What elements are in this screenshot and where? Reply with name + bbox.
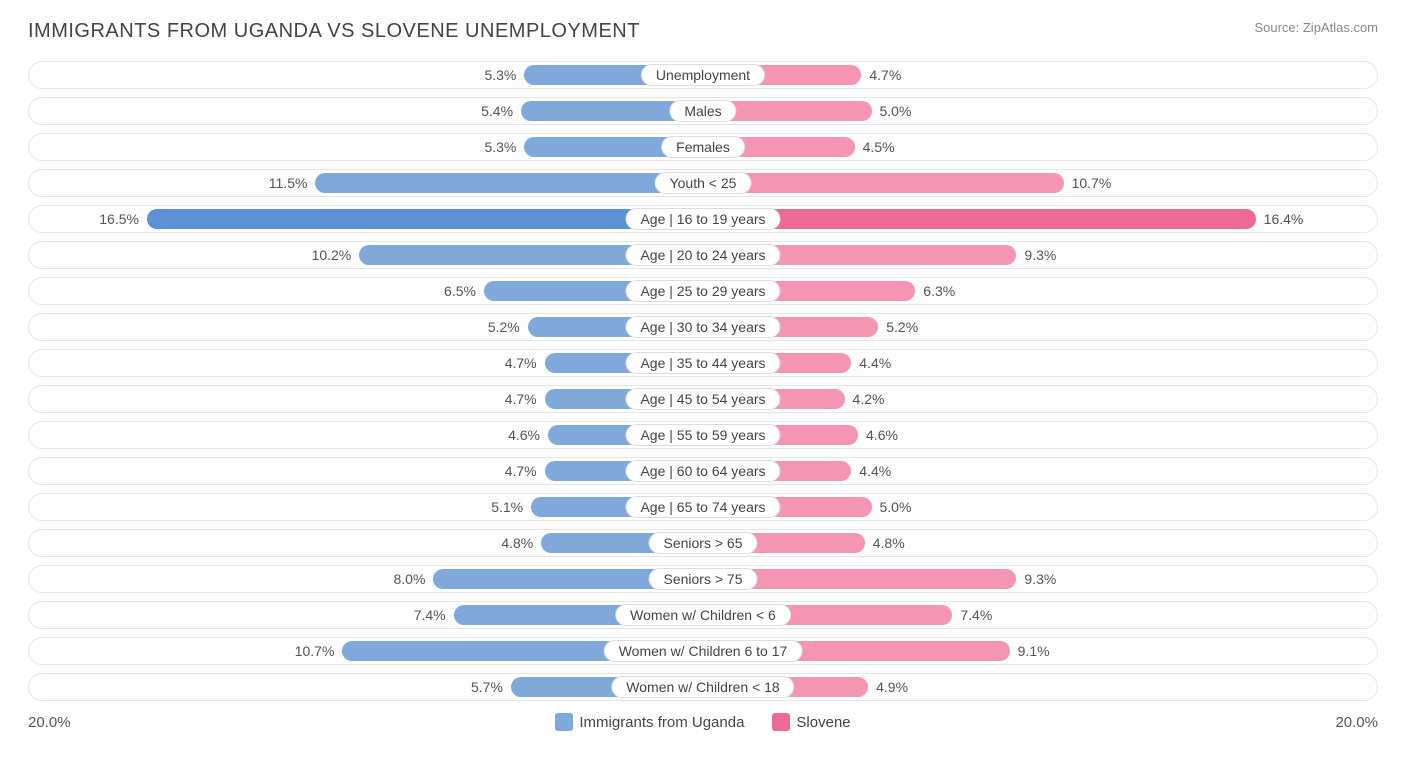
- category-label: Age | 55 to 59 years: [625, 424, 780, 446]
- category-label: Age | 35 to 44 years: [625, 352, 780, 374]
- value-left: 5.3%: [484, 67, 516, 83]
- chart-row: 16.5% 16.4% Age | 16 to 19 years: [28, 205, 1378, 233]
- value-right: 10.7%: [1072, 175, 1112, 191]
- category-label: Women w/ Children < 18: [611, 676, 794, 698]
- chart-row: 10.2% 9.3% Age | 20 to 24 years: [28, 241, 1378, 269]
- chart-row: 5.4% 5.0% Males: [28, 97, 1378, 125]
- chart-row: 5.3% 4.5% Females: [28, 133, 1378, 161]
- value-right: 4.7%: [869, 67, 901, 83]
- chart-row: 4.7% 4.2% Age | 45 to 54 years: [28, 385, 1378, 413]
- bar-left: [147, 209, 703, 229]
- chart-row: 4.7% 4.4% Age | 35 to 44 years: [28, 349, 1378, 377]
- legend-label-right: Slovene: [796, 714, 850, 731]
- chart-row: 10.7% 9.1% Women w/ Children 6 to 17: [28, 637, 1378, 665]
- category-label: Age | 65 to 74 years: [625, 496, 780, 518]
- chart-row: 7.4% 7.4% Women w/ Children < 6: [28, 601, 1378, 629]
- category-label: Age | 16 to 19 years: [625, 208, 780, 230]
- value-left: 5.4%: [481, 103, 513, 119]
- chart-row: 4.7% 4.4% Age | 60 to 64 years: [28, 457, 1378, 485]
- chart-row: 8.0% 9.3% Seniors > 75: [28, 565, 1378, 593]
- chart-row: 4.6% 4.6% Age | 55 to 59 years: [28, 421, 1378, 449]
- value-right: 5.0%: [880, 103, 912, 119]
- value-right: 4.4%: [859, 463, 891, 479]
- value-right: 16.4%: [1264, 211, 1304, 227]
- category-label: Seniors > 75: [649, 568, 758, 590]
- chart-row: 6.5% 6.3% Age | 25 to 29 years: [28, 277, 1378, 305]
- category-label: Unemployment: [641, 64, 765, 86]
- legend: Immigrants from Uganda Slovene: [555, 713, 850, 731]
- chart-row: 5.2% 5.2% Age | 30 to 34 years: [28, 313, 1378, 341]
- value-left: 4.7%: [505, 355, 537, 371]
- category-label: Age | 45 to 54 years: [625, 388, 780, 410]
- category-label: Males: [669, 100, 736, 122]
- bar-right: [703, 173, 1064, 193]
- value-left: 5.2%: [488, 319, 520, 335]
- value-right: 9.3%: [1024, 247, 1056, 263]
- value-right: 5.0%: [880, 499, 912, 515]
- value-left: 11.5%: [269, 175, 308, 191]
- value-right: 5.2%: [886, 319, 918, 335]
- value-left: 7.4%: [414, 607, 446, 623]
- value-left: 4.7%: [505, 463, 537, 479]
- value-right: 6.3%: [923, 283, 955, 299]
- value-left: 5.1%: [491, 499, 523, 515]
- value-left: 8.0%: [393, 571, 425, 587]
- value-right: 4.5%: [863, 139, 895, 155]
- category-label: Age | 25 to 29 years: [625, 280, 780, 302]
- chart-row: 5.3% 4.7% Unemployment: [28, 61, 1378, 89]
- value-right: 4.6%: [866, 427, 898, 443]
- value-left: 4.7%: [505, 391, 537, 407]
- value-left: 4.6%: [508, 427, 540, 443]
- value-left: 16.5%: [99, 211, 139, 227]
- value-right: 4.8%: [873, 535, 905, 551]
- value-left: 4.8%: [501, 535, 533, 551]
- legend-item-right: Slovene: [772, 713, 850, 731]
- chart-row: 5.7% 4.9% Women w/ Children < 18: [28, 673, 1378, 701]
- category-label: Age | 20 to 24 years: [625, 244, 780, 266]
- legend-item-left: Immigrants from Uganda: [555, 713, 744, 731]
- category-label: Women w/ Children 6 to 17: [604, 640, 803, 662]
- value-left: 5.3%: [484, 139, 516, 155]
- legend-label-left: Immigrants from Uganda: [579, 714, 744, 731]
- value-right: 4.9%: [876, 679, 908, 695]
- category-label: Youth < 25: [655, 172, 752, 194]
- value-right: 4.2%: [853, 391, 885, 407]
- header: IMMIGRANTS FROM UGANDA VS SLOVENE UNEMPL…: [28, 20, 1378, 43]
- value-left: 10.2%: [312, 247, 352, 263]
- value-right: 9.3%: [1024, 571, 1056, 587]
- axis-legend-row: 20.0% Immigrants from Uganda Slovene 20.…: [28, 713, 1378, 731]
- value-left: 10.7%: [295, 643, 335, 659]
- category-label: Females: [661, 136, 745, 158]
- category-label: Age | 60 to 64 years: [625, 460, 780, 482]
- category-label: Women w/ Children < 6: [615, 604, 791, 626]
- legend-swatch-right: [772, 713, 790, 731]
- source-label: Source: ZipAtlas.com: [1254, 20, 1378, 35]
- value-left: 5.7%: [471, 679, 503, 695]
- chart-title: IMMIGRANTS FROM UGANDA VS SLOVENE UNEMPL…: [28, 20, 640, 43]
- value-right: 9.1%: [1018, 643, 1050, 659]
- category-label: Seniors > 65: [649, 532, 758, 554]
- value-left: 6.5%: [444, 283, 476, 299]
- butterfly-chart: 5.3% 4.7% Unemployment 5.4% 5.0% Males 5.3% 4.5…: [28, 61, 1378, 701]
- axis-max-right: 20.0%: [1335, 714, 1378, 731]
- bar-right: [703, 209, 1256, 229]
- chart-row: 4.8% 4.8% Seniors > 65: [28, 529, 1378, 557]
- bar-left: [315, 173, 703, 193]
- axis-max-left: 20.0%: [28, 714, 71, 731]
- chart-row: 11.5% 10.7% Youth < 25: [28, 169, 1378, 197]
- value-right: 7.4%: [960, 607, 992, 623]
- chart-row: 5.1% 5.0% Age | 65 to 74 years: [28, 493, 1378, 521]
- category-label: Age | 30 to 34 years: [625, 316, 780, 338]
- legend-swatch-left: [555, 713, 573, 731]
- value-right: 4.4%: [859, 355, 891, 371]
